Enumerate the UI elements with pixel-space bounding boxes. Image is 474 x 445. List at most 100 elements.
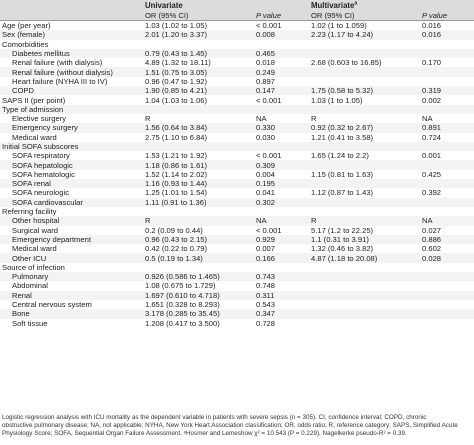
row-label: Emergency surgery xyxy=(0,123,143,133)
table-row: COPD 1.90 (0.85 to 4.21) 0.147 1.75 (0.58 t… xyxy=(0,86,474,96)
table-row: Age (per year) 1.03 (1.02 to 1.05) < 0.001… xyxy=(0,20,474,31)
group-header-row: Univariate Multivariatea xyxy=(0,0,474,10)
univariate-p-cell: 0.030 xyxy=(256,132,276,142)
univariate-p-cell: 0.465 xyxy=(254,48,310,59)
row-label: Elective surgery xyxy=(12,114,67,124)
multivariate-p-cell: 0.028 xyxy=(420,253,474,263)
univariate-p-cell: 0.728 xyxy=(256,318,276,328)
row-label: Comorbidities xyxy=(2,39,49,49)
row-label: SOFA neurologic xyxy=(12,188,69,198)
multivariate-p-cell xyxy=(420,263,474,272)
table-row: SOFA cardiovascular 1.11 (0.91 to 1.36) 0.… xyxy=(0,197,474,207)
univariate-or-cell: R xyxy=(143,216,254,226)
table-row: Central nervous system 1.651 (0.328 to 8.… xyxy=(0,300,474,309)
multivariate-or-cell: 1.21 (0.41 to 3.58) xyxy=(311,132,374,142)
multivariate-header: Multivariatea xyxy=(309,0,474,10)
row-label: Soft tissue xyxy=(12,318,48,328)
multivariate-p-cell: NA xyxy=(422,114,433,124)
univariate-p-cell: < 0.001 xyxy=(256,151,282,161)
row-label: Diabetes mellitus xyxy=(0,48,143,59)
multivariate-p-cell xyxy=(420,179,474,189)
row-label: SOFA hepatologic xyxy=(0,160,143,170)
row-label: Abdominal xyxy=(12,281,48,291)
univariate-or-cell: 0.5 (0.19 to 1.34) xyxy=(143,253,254,263)
univariate-p-cell xyxy=(254,40,309,49)
table-row: SAPS II (per point) 1.04 (1.03 to 1.06) < … xyxy=(0,95,474,105)
multivariate-p-cell xyxy=(420,309,474,319)
multivariate-or-cell: 1.32 (0.46 to 3.82) xyxy=(311,244,374,254)
table-row: SOFA hematologic 1.52 (1.14 to 2.02) 0.004… xyxy=(0,170,474,179)
table-row: Soft tissue 1.208 (0.417 to 3.500) 0.728 xyxy=(0,319,474,328)
multivariate-p-cell: 0.001 xyxy=(422,151,442,161)
multivariate-or-cell xyxy=(309,77,420,86)
univariate-p-cell: < 0.001 xyxy=(256,95,282,105)
multivariate-or-cell: 0.92 (0.32 to 2.67) xyxy=(309,123,421,133)
footnote-line-3: Physiology Score; SOFA, Sequential Organ… xyxy=(2,429,407,437)
row-label: SOFA cardiovascular xyxy=(0,197,143,207)
multivariate-p-cell xyxy=(420,272,474,282)
multivariate-or-cell xyxy=(309,290,421,300)
multivariate-or-cell xyxy=(309,281,420,290)
univariate-p-cell: 0.004 xyxy=(256,169,276,179)
table-row: Bone 3.178 (0.285 to 35.45) 0.347 xyxy=(0,309,474,319)
univariate-or-cell: 1.04 (1.03 to 1.06) xyxy=(145,95,208,105)
univariate-or-cell: 0.42 (0.22 to 0.79) xyxy=(145,244,208,254)
univariate-or-cell: 4.89 (1.32 to 18.11) xyxy=(145,58,211,68)
table-row: Type of admission xyxy=(0,104,474,114)
multivariate-p-cell xyxy=(420,40,474,49)
multivariate-p-cell: 0.602 xyxy=(422,244,442,254)
univariate-or-cell: 0.96 (0.47 to 1.92) xyxy=(145,76,208,86)
table-row: Elective surgery R NA R NA xyxy=(0,114,474,123)
multivariate-p-cell xyxy=(420,197,474,207)
row-label: SOFA renal xyxy=(0,179,143,189)
row-label: Surgical ward xyxy=(12,225,59,235)
univariate-p-cell: 0.018 xyxy=(256,58,276,68)
row-label: COPD xyxy=(0,86,143,96)
multivariate-or-cell xyxy=(309,207,420,216)
multivariate-or-cell: 1.12 (0.87 to 1.43) xyxy=(311,188,374,198)
table-row: Renal 1.697 (0.610 to 4.718) 0.311 xyxy=(0,290,474,300)
univariate-p-cell: 0.008 xyxy=(254,30,310,40)
table-row: Renal failure (without dialysis) 1.51 (0.… xyxy=(0,67,474,77)
multivariate-p-cell: 0.425 xyxy=(422,169,442,179)
multivariate-p-cell: 0.016 xyxy=(420,20,474,31)
univariate-p-cell: 0.748 xyxy=(256,281,276,291)
regression-table: Univariate Multivariatea OR (95% CI) P v… xyxy=(0,0,474,328)
table-body: Age (per year) 1.03 (1.02 to 1.05) < 0.001… xyxy=(0,20,474,328)
univariate-or-cell: 1.56 (0.64 to 3.84) xyxy=(143,123,254,133)
row-label: Pulmonary xyxy=(0,272,143,282)
univariate-or-cell: 1.08 (0.675 to 1.729) xyxy=(145,281,216,291)
multivariate-p-cell xyxy=(420,319,474,328)
table-row: Initial SOFA subscores xyxy=(0,141,474,152)
univariate-p-cell: 0.249 xyxy=(254,67,310,77)
univariate-or-cell: 1.52 (1.14 to 2.02) xyxy=(145,169,208,179)
multivariate-p-cell xyxy=(420,77,474,86)
row-label: SAPS II (per point) xyxy=(2,95,66,105)
table-row: Pulmonary 0.926 (0.586 to 1.465) 0.743 xyxy=(0,272,474,282)
multivariate-p-cell xyxy=(420,160,474,170)
multivariate-or-cell xyxy=(309,197,421,207)
univariate-p-cell: 0.041 xyxy=(256,188,276,198)
multivariate-or-cell: 4.87 (1.18 to 20.08) xyxy=(309,253,421,263)
multivariate-or-cell xyxy=(309,40,420,49)
multivariate-p-cell xyxy=(420,281,474,290)
row-label: Bone xyxy=(0,309,143,319)
row-label: Sex (female) xyxy=(0,30,143,40)
row-label: Other ICU xyxy=(0,253,143,263)
table-row: Medical ward 2.75 (1.10 to 6.84) 0.030 1.21… xyxy=(0,133,474,142)
table-row: Diabetes mellitus 0.79 (0.43 to 1.45) 0.46… xyxy=(0,48,474,59)
univariate-p-cell: 0.166 xyxy=(254,253,310,263)
multivariate-or-cell xyxy=(309,160,421,170)
header-blank xyxy=(0,0,143,10)
row-label: Initial SOFA subscores xyxy=(0,141,143,152)
univariate-p-cell: < 0.001 xyxy=(254,20,310,31)
multivariate-or-cell: 2.68 (0.603 to 16.85) xyxy=(311,58,382,68)
table-row: Emergency surgery 1.56 (0.64 to 3.84) 0.33… xyxy=(0,123,474,133)
univariate-p-cell: 0.330 xyxy=(254,123,310,133)
multivariate-or-cell: 1.02 (1 to 1.059) xyxy=(309,20,421,31)
univariate-or-header: OR (95% CI) xyxy=(143,10,254,21)
table-row: Abdominal 1.08 (0.675 to 1.729) 0.748 xyxy=(0,281,474,290)
multivariate-or-cell xyxy=(309,300,420,309)
univariate-or-cell: 1.16 (0.93 to 1.44) xyxy=(143,179,254,189)
